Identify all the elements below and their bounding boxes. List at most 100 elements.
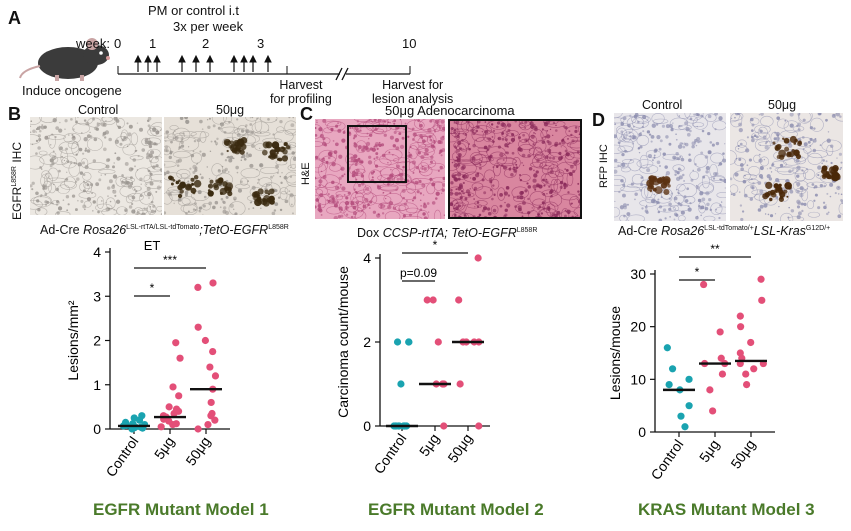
- data-point: [209, 279, 217, 287]
- y-tick-label: 1: [93, 377, 101, 393]
- significance-label: *: [433, 238, 438, 252]
- y-tick-label: 20: [630, 319, 646, 335]
- panel-a-letter: A: [8, 8, 21, 28]
- week-2: 2: [202, 36, 210, 51]
- y-tick-label: 10: [630, 371, 646, 387]
- x-tick-label: 5μg: [696, 437, 723, 466]
- data-point: [668, 365, 677, 373]
- b-control-label: Control: [78, 103, 119, 117]
- x-tick-label: Control: [102, 434, 141, 480]
- d-control-micrograph: [614, 113, 726, 221]
- y-tick-label: 3: [93, 288, 101, 304]
- data-point: [397, 380, 405, 388]
- data-point: [157, 423, 165, 431]
- data-point: [130, 414, 138, 422]
- significance-label: ***: [163, 253, 177, 267]
- y-axis-label: Lesions/mouse: [607, 306, 623, 400]
- x-tick-label: 50μg: [444, 431, 475, 466]
- data-point: [737, 323, 745, 331]
- data-point: [393, 338, 402, 346]
- induce-label: Induce oncogene: [22, 83, 122, 98]
- data-point: [194, 283, 202, 291]
- data-point: [663, 344, 671, 352]
- model-label-2: EGFR Mutant Model 2: [368, 500, 544, 519]
- d-genotype-caption: Ad-Cre Rosa26LSL-tdTomato/+LSL-KrasG12D/…: [618, 224, 831, 238]
- frequency-label: 3x per week: [173, 19, 244, 34]
- b-genotype-caption: Ad-Cre Rosa26LSL-rtTA/LSL-tdTomato;TetO-…: [40, 223, 289, 237]
- b-50ug-micrograph: [164, 117, 296, 215]
- y-tick-label: 4: [363, 250, 371, 266]
- data-point: [456, 380, 464, 388]
- treatment-label: PM or control i.t: [148, 3, 240, 18]
- x-tick-label: Control: [647, 437, 686, 483]
- significance-label: p=0.09: [400, 266, 437, 280]
- data-point: [172, 339, 180, 347]
- harvest-profiling-label: Harvest for profiling: [270, 78, 332, 106]
- data-point: [138, 412, 146, 420]
- data-point: [209, 347, 217, 356]
- d-ihc-label: RFP IHC: [598, 144, 610, 188]
- data-point: [206, 363, 214, 371]
- data-point: [440, 422, 448, 430]
- data-point: [758, 296, 766, 304]
- data-point: [175, 392, 183, 400]
- data-point: [736, 349, 744, 357]
- y-tick-label: 30: [630, 266, 646, 282]
- data-point: [172, 405, 181, 413]
- panel-b-letter: B: [8, 104, 21, 124]
- c-stain-label: H&E: [300, 162, 312, 185]
- data-point: [201, 336, 209, 345]
- chart-title: ET: [144, 238, 161, 253]
- data-point: [207, 398, 215, 407]
- model-label-1: EGFR Mutant Model 1: [93, 500, 269, 519]
- x-tick-label: 5μg: [416, 431, 443, 460]
- c-genotype-caption: Dox CCSP-rtTA; TetO-EGFRL858R: [357, 226, 538, 240]
- y-tick-label: 4: [93, 244, 101, 260]
- d-50ug-micrograph: [730, 113, 843, 221]
- week-3: 3: [257, 36, 265, 51]
- significance-label: **: [710, 242, 720, 256]
- significance-label: *: [150, 281, 155, 295]
- data-point: [429, 296, 437, 304]
- c-he-zoom-micrograph: [448, 119, 582, 219]
- c-zoom-box: [347, 125, 407, 183]
- data-point: [685, 375, 693, 383]
- significance-label: *: [695, 265, 700, 279]
- data-point: [194, 425, 202, 433]
- data-point: [423, 296, 431, 304]
- chart-carcinoma-count: 0 2 4 Carcinoma count/mouse Control 5μg 50μg p=…: [335, 238, 490, 477]
- data-point: [211, 372, 220, 380]
- d-control-label: Control: [642, 98, 683, 112]
- data-point: [685, 402, 693, 410]
- panel-c-letter: C: [300, 104, 313, 124]
- week-1: 1: [149, 36, 157, 51]
- data-point: [121, 418, 130, 426]
- y-tick-label: 0: [638, 424, 646, 440]
- data-point: [434, 338, 442, 346]
- data-point: [172, 420, 180, 428]
- data-point: [743, 381, 751, 389]
- y-tick-label: 0: [363, 418, 371, 434]
- data-point: [700, 280, 708, 289]
- data-point: [709, 407, 717, 415]
- data-point: [718, 370, 727, 378]
- timeline-diagram: [19, 38, 411, 81]
- data-point: [474, 254, 482, 262]
- data-point: [706, 386, 714, 394]
- week-label: week:: [76, 36, 110, 51]
- data-point: [455, 296, 463, 304]
- c-title: 50μg Adenocarcinoma: [385, 103, 515, 118]
- b-control-micrograph: [30, 117, 162, 215]
- data-point: [717, 354, 725, 362]
- data-point: [204, 420, 212, 429]
- week-10: 10: [402, 36, 417, 51]
- data-point: [736, 312, 744, 320]
- panel-d-letter: D: [592, 110, 605, 130]
- week-0: 0: [114, 36, 122, 51]
- data-point: [169, 383, 177, 391]
- x-tick-label: 50μg: [727, 437, 758, 472]
- harvest-lesion-label: Harvest for lesion analysis: [372, 78, 454, 106]
- data-point: [665, 381, 673, 389]
